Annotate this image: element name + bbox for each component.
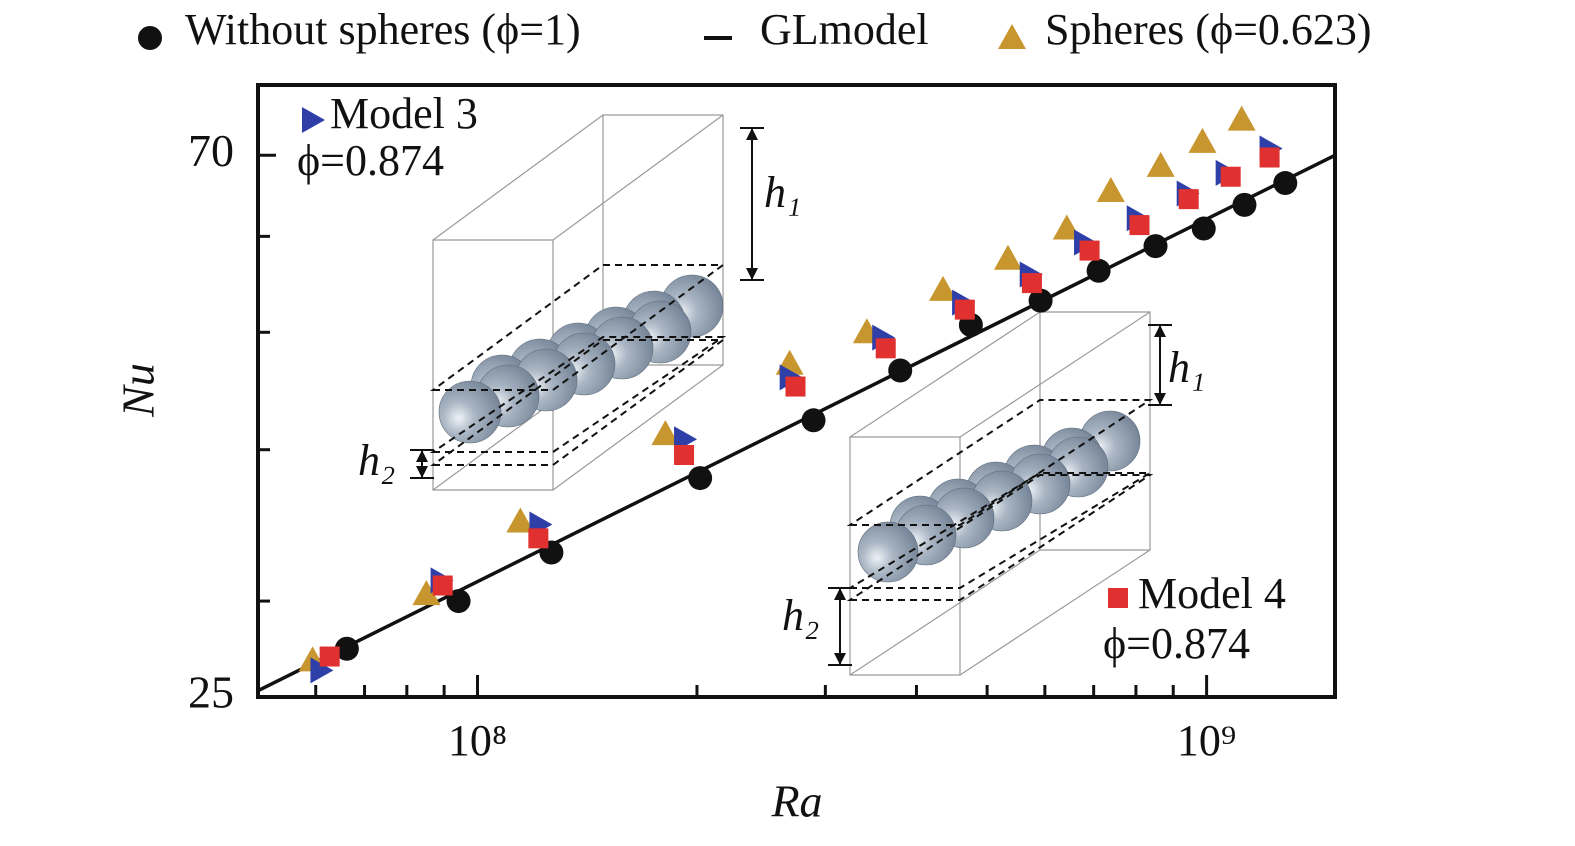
- marker-triangle: [993, 244, 1022, 270]
- marker-square: [674, 444, 695, 465]
- marker-square: [1259, 147, 1280, 168]
- x-tick-label: 10⁸: [448, 716, 507, 765]
- marker-circle: [688, 466, 713, 491]
- marker-square: [1220, 166, 1241, 187]
- marker-triangle: [506, 507, 535, 533]
- marker-right-triangle: [310, 657, 334, 684]
- inset-box: [432, 114, 724, 491]
- marker-square: [785, 376, 806, 397]
- dimension-label: h₂: [358, 436, 395, 485]
- y-axis-label: Nu: [113, 363, 164, 418]
- legend-label: GLmodel: [760, 5, 929, 54]
- marker-circle: [1028, 288, 1053, 313]
- marker-circle: [1191, 216, 1216, 241]
- y-tick-label: 70: [188, 125, 234, 176]
- x-axis-label: Ra: [770, 776, 822, 827]
- marker-circle: [1273, 171, 1298, 196]
- marker-circle: [1143, 234, 1168, 259]
- marker-circle: [888, 358, 913, 383]
- marker-square: [1129, 215, 1150, 236]
- marker-triangle: [998, 24, 1026, 49]
- legend-label: Without spheres (ϕ=1): [185, 5, 581, 54]
- marker-square: [1108, 588, 1128, 608]
- marker-circle: [1086, 258, 1111, 283]
- marker-triangle: [1096, 177, 1125, 203]
- marker-square: [954, 299, 975, 320]
- legend-label: Model 4: [1138, 569, 1286, 618]
- dashed-plane: [429, 339, 727, 466]
- marker-triangle: [1146, 151, 1175, 177]
- marker-triangle: [412, 580, 441, 606]
- legend-label: Spheres (ϕ=0.623): [1045, 5, 1372, 54]
- marker-triangle: [651, 420, 680, 446]
- marker-triangle: [1227, 105, 1256, 131]
- arrow-head: [416, 450, 428, 478]
- marker-square: [1021, 273, 1042, 294]
- marker-square: [528, 528, 549, 549]
- marker-circle: [334, 636, 359, 661]
- marker-triangle: [1188, 127, 1217, 153]
- sphere: [857, 521, 919, 583]
- inset-box: [849, 311, 1151, 676]
- legend-label: Model 3: [330, 89, 478, 138]
- marker-circle: [801, 408, 826, 433]
- marker-triangle: [929, 275, 958, 301]
- sphere: [438, 380, 502, 444]
- marker-square: [319, 646, 340, 667]
- marker-right-triangle: [302, 107, 325, 133]
- legend-note: ϕ=0.874: [1103, 619, 1250, 668]
- dashed-plane: [846, 474, 1154, 601]
- dimension-label: h₂: [782, 591, 819, 640]
- marker-circle: [1232, 192, 1257, 217]
- marker-triangle: [1052, 214, 1081, 240]
- marker-square: [1079, 240, 1100, 261]
- y-tick-label: 25: [188, 667, 234, 718]
- dashed-plane: [429, 264, 727, 391]
- dashed-plane: [846, 399, 1154, 526]
- legend-note: ϕ=0.874: [297, 136, 444, 185]
- dimension-label: h₁: [1168, 343, 1205, 392]
- marker-square: [1178, 189, 1199, 210]
- x-tick-label: 10⁹: [1177, 716, 1236, 765]
- dashed-plane: [846, 472, 1154, 589]
- insets: [410, 114, 1172, 676]
- dashed-plane: [429, 336, 727, 453]
- marker-square: [432, 575, 453, 596]
- marker-square: [875, 338, 896, 359]
- dimension-label: h₁: [764, 168, 801, 217]
- marker-circle: [138, 26, 162, 50]
- plot-frame: [256, 83, 1337, 699]
